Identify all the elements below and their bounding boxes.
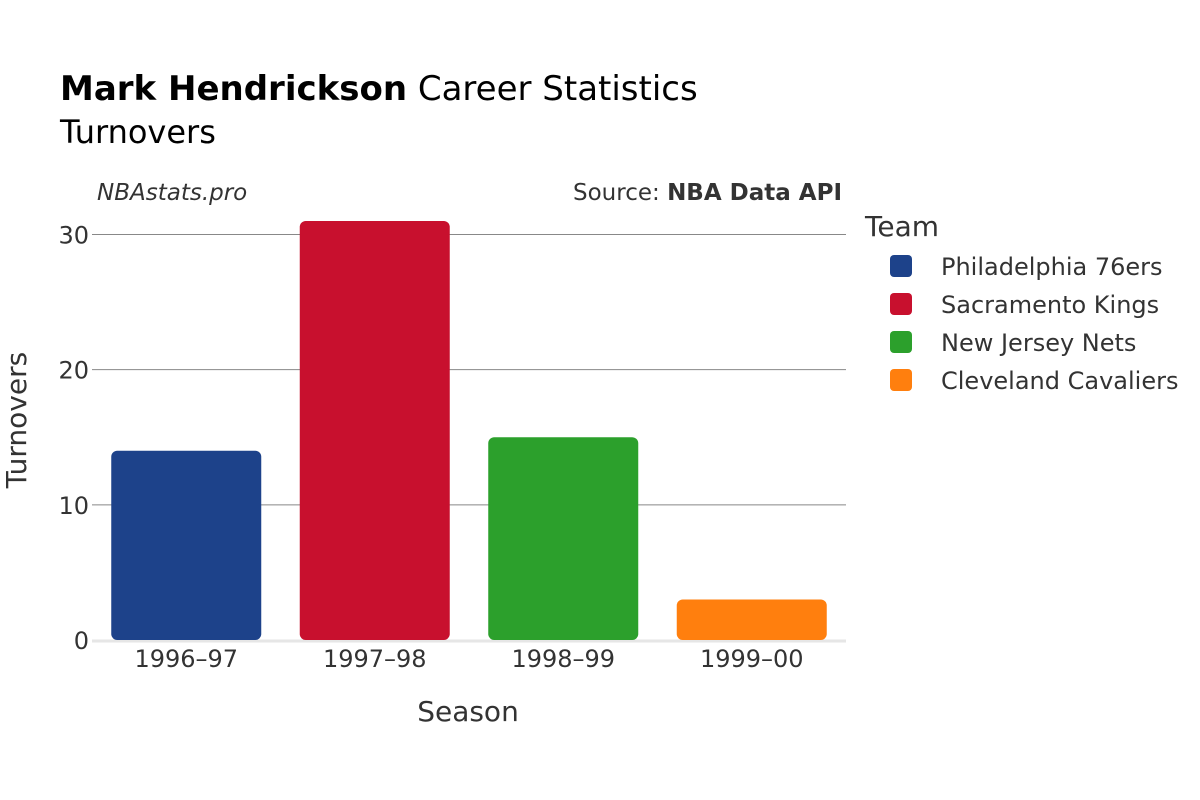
site-credit: NBAstats.pro (97, 180, 247, 206)
y-tick-label: 0 (74, 627, 89, 655)
x-tick-label: 1996–97 (134, 645, 238, 673)
legend-swatch (890, 255, 912, 277)
legend-swatch (890, 293, 912, 315)
legend-label: New Jersey Nets (941, 329, 1136, 357)
x-tick-labels: 1996–97 1997–98 1998–99 1999–00 (134, 645, 803, 673)
y-tick-label: 30 (58, 222, 89, 250)
source-name: NBA Data API (667, 180, 842, 206)
bar-1999–00 (676, 599, 827, 640)
bar-1998–99 (488, 437, 639, 640)
y-tick-label: 20 (58, 357, 89, 385)
legend-label: Sacramento Kings (941, 291, 1159, 319)
source-credit: Source: NBA Data API (573, 180, 842, 206)
legend-title: Team (864, 210, 939, 243)
bars (111, 221, 827, 640)
y-axis-title: Turnovers (0, 352, 33, 489)
y-tick-label: 10 (58, 492, 89, 520)
gridlines (92, 234, 846, 643)
legend-items: Philadelphia 76ers Sacramento Kings New Je… (890, 253, 1178, 395)
x-axis-title: Season (417, 695, 519, 728)
source-prefix: Source: (573, 180, 667, 206)
chart-title: Mark Hendrickson Career Statistics (60, 69, 698, 109)
x-tick-label: 1997–98 (323, 645, 427, 673)
chart-title-rest: Career Statistics (407, 69, 698, 109)
legend-swatch (890, 331, 912, 353)
legend: Team Philadelphia 76ers Sacramento Kings N… (864, 210, 1178, 395)
legend-swatch (890, 369, 912, 391)
chart-title-player: Mark Hendrickson (60, 69, 407, 109)
y-tick-labels: 0 10 20 30 (58, 222, 89, 655)
chart-subtitle: Turnovers (59, 113, 216, 151)
x-tick-label: 1999–00 (700, 645, 804, 673)
bar-1996–97 (111, 450, 262, 640)
bar-1997–98 (299, 221, 450, 640)
x-tick-label: 1998–99 (511, 645, 615, 673)
legend-label: Cleveland Cavaliers (941, 367, 1178, 395)
legend-label: Philadelphia 76ers (941, 253, 1163, 281)
